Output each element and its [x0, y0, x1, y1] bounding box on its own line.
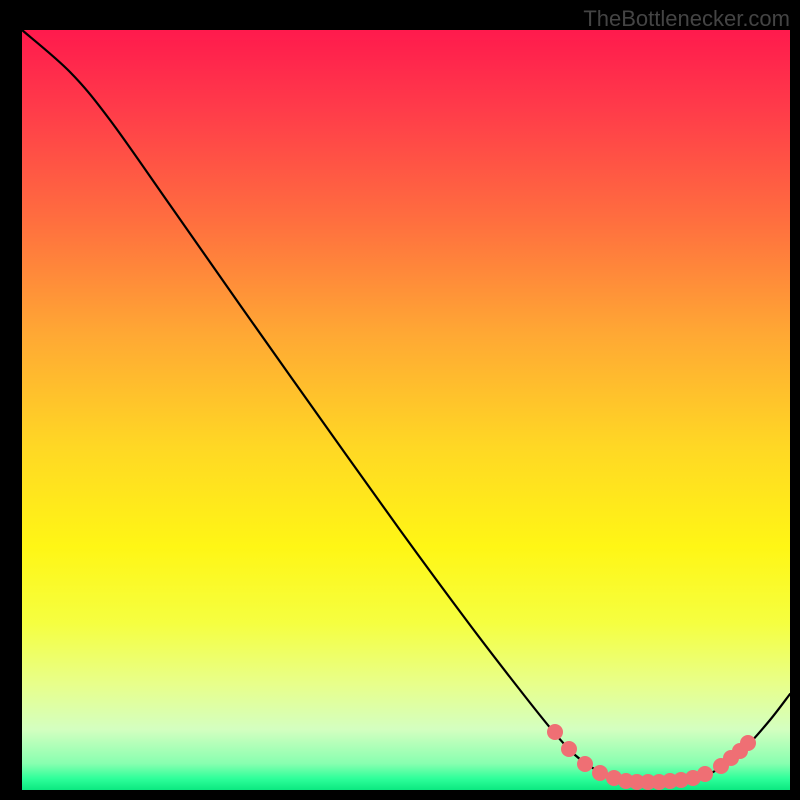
data-marker — [561, 741, 577, 757]
plot-background — [22, 30, 790, 790]
chart-container: TheBottlenecker.com — [0, 0, 800, 800]
bottleneck-chart — [0, 0, 800, 800]
data-marker — [740, 735, 756, 751]
data-marker — [697, 766, 713, 782]
data-marker — [577, 756, 593, 772]
watermark-text: TheBottlenecker.com — [583, 6, 790, 32]
data-marker — [547, 724, 563, 740]
data-marker — [592, 765, 608, 781]
